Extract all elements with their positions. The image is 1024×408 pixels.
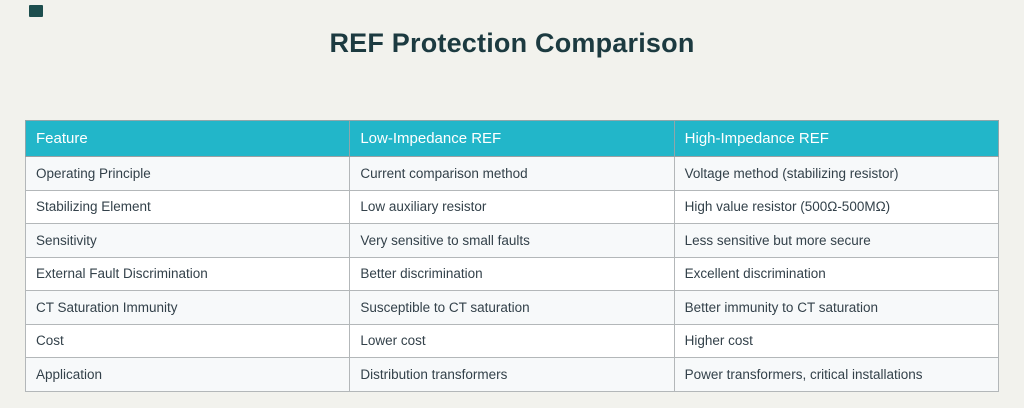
table-cell: Less sensitive but more secure [673,223,1000,258]
table-cell: Low auxiliary resistor [349,189,675,224]
table-cell: Cost [24,323,351,358]
table-row: External Fault Discrimination Better disc… [24,256,1000,291]
table-cell: Sensitivity [24,223,351,258]
table-cell: Higher cost [673,323,1000,358]
table-row: CT Saturation Immunity Susceptible to CT … [24,290,1000,325]
comparison-table-body: Operating Principle Current comparison me… [24,156,1000,392]
table-cell: Voltage method (stabilizing resistor) [673,156,1000,191]
table-row: Stabilizing Element Low auxiliary resisto… [24,189,1000,224]
table-row: Application Distribution transformers Powe… [24,357,1000,392]
column-header-high-impedance-ref: High-Impedance REF [673,120,1000,157]
table-cell: Application [24,357,351,392]
table-cell: Very sensitive to small faults [349,223,675,258]
page-title: REF Protection Comparison [329,28,695,59]
table-cell: Stabilizing Element [24,189,351,224]
table-cell: Current comparison method [349,156,675,191]
table-cell: Susceptible to CT saturation [349,290,675,325]
table-cell: High value resistor (500Ω-500MΩ) [673,189,1000,224]
column-header-feature: Feature [24,120,351,157]
table-cell: Lower cost [349,323,675,358]
table-cell: CT Saturation Immunity [24,290,351,325]
table-cell: Excellent discrimination [673,256,1000,291]
comparison-table-head: Feature Low-Impedance REF High-Impedance… [24,120,1000,157]
logo-mark [29,5,43,17]
comparison-table: Feature Low-Impedance REF High-Impedance… [24,120,1000,392]
table-cell: Operating Principle [24,156,351,191]
table-row: Sensitivity Very sensitive to small fault… [24,223,1000,258]
table-cell: Better immunity to CT saturation [673,290,1000,325]
column-header-low-impedance-ref: Low-Impedance REF [349,120,675,157]
table-row: Operating Principle Current comparison me… [24,156,1000,191]
table-cell: External Fault Discrimination [24,256,351,291]
table-cell: Better discrimination [349,256,675,291]
table-row: Cost Lower cost Higher cost [24,323,1000,358]
header-row: Feature Low-Impedance REF High-Impedance… [24,120,1000,157]
table-cell: Distribution transformers [349,357,675,392]
comparison-table-container: Feature Low-Impedance REF High-Impedance… [24,120,1000,392]
table-cell: Power transformers, critical installatio… [673,357,1000,392]
